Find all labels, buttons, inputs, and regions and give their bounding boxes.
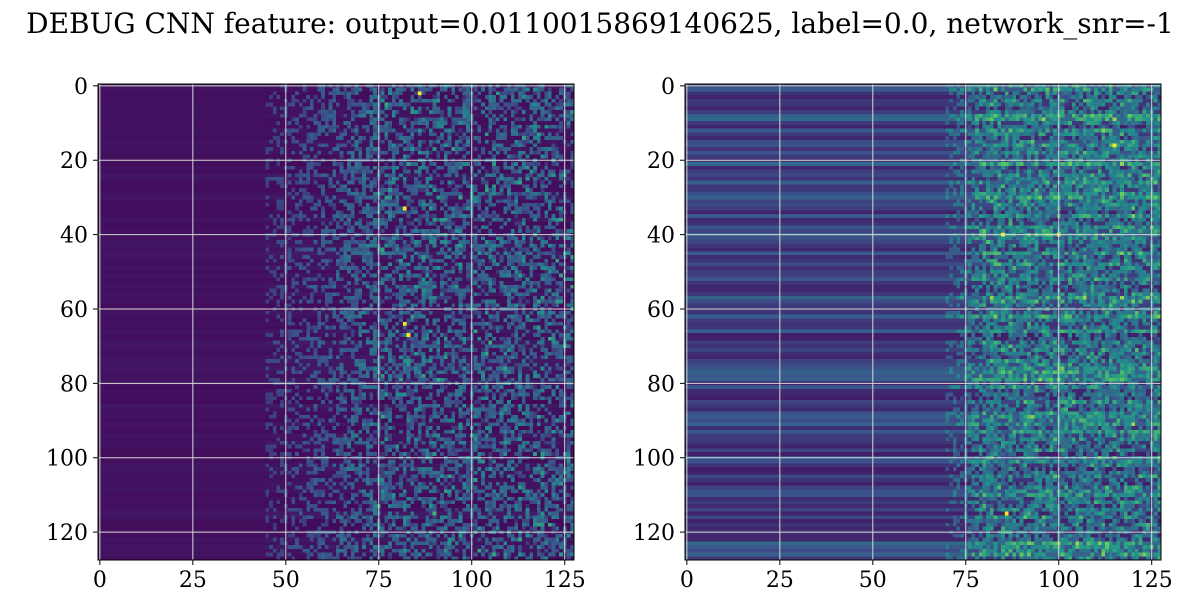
x-tick-label: 25	[766, 568, 794, 593]
y-tick-label: 60	[60, 298, 88, 323]
y-tick-label: 0	[661, 75, 675, 100]
x-tick-label: 100	[1038, 568, 1080, 593]
x-tick-label: 75	[952, 568, 980, 593]
axes-frame	[684, 83, 1162, 561]
x-tick-label: 25	[179, 568, 207, 593]
figure-title: DEBUG CNN feature: output=0.011001586914…	[26, 7, 1174, 40]
heatmap-panel-2: 0 25 50 75 100 125 0 20 40 60 80 100 120	[633, 75, 1173, 593]
y-tick-label: 40	[60, 224, 88, 249]
y-tick-label: 100	[633, 447, 675, 472]
y-tick-label: 40	[647, 224, 675, 249]
axes-frame	[97, 83, 575, 561]
heatmap-image	[98, 84, 574, 560]
x-tick-label: 50	[272, 568, 300, 593]
bright-spot	[1112, 143, 1117, 148]
x-tick-label: 0	[93, 568, 107, 593]
y-tick-label: 60	[647, 298, 675, 323]
y-tick-label: 100	[46, 447, 88, 472]
x-tick-label: 75	[365, 568, 393, 593]
y-tick-label: 120	[633, 521, 675, 546]
y-tick-label: 20	[60, 149, 88, 174]
bright-spot	[417, 91, 422, 96]
bright-spot	[406, 333, 411, 337]
y-tick-label: 0	[74, 75, 88, 100]
y-tick-label: 120	[46, 521, 88, 546]
x-tick-label: 0	[680, 568, 694, 593]
heatmap-panel-1: 0 25 50 75 100 125 0 20 40 60 80 100 120	[46, 75, 586, 593]
y-tick-label: 80	[60, 372, 88, 397]
bright-spot	[402, 206, 407, 211]
bright-spot	[402, 322, 407, 326]
x-tick-label: 50	[859, 568, 887, 593]
x-tick-label: 125	[544, 568, 586, 593]
x-tick-label: 125	[1131, 568, 1173, 593]
y-tick-label: 20	[647, 149, 675, 174]
heatmap-image	[685, 84, 1161, 560]
y-tick-label: 80	[647, 372, 675, 397]
bright-spot	[1004, 511, 1009, 516]
x-tick-label: 100	[451, 568, 493, 593]
